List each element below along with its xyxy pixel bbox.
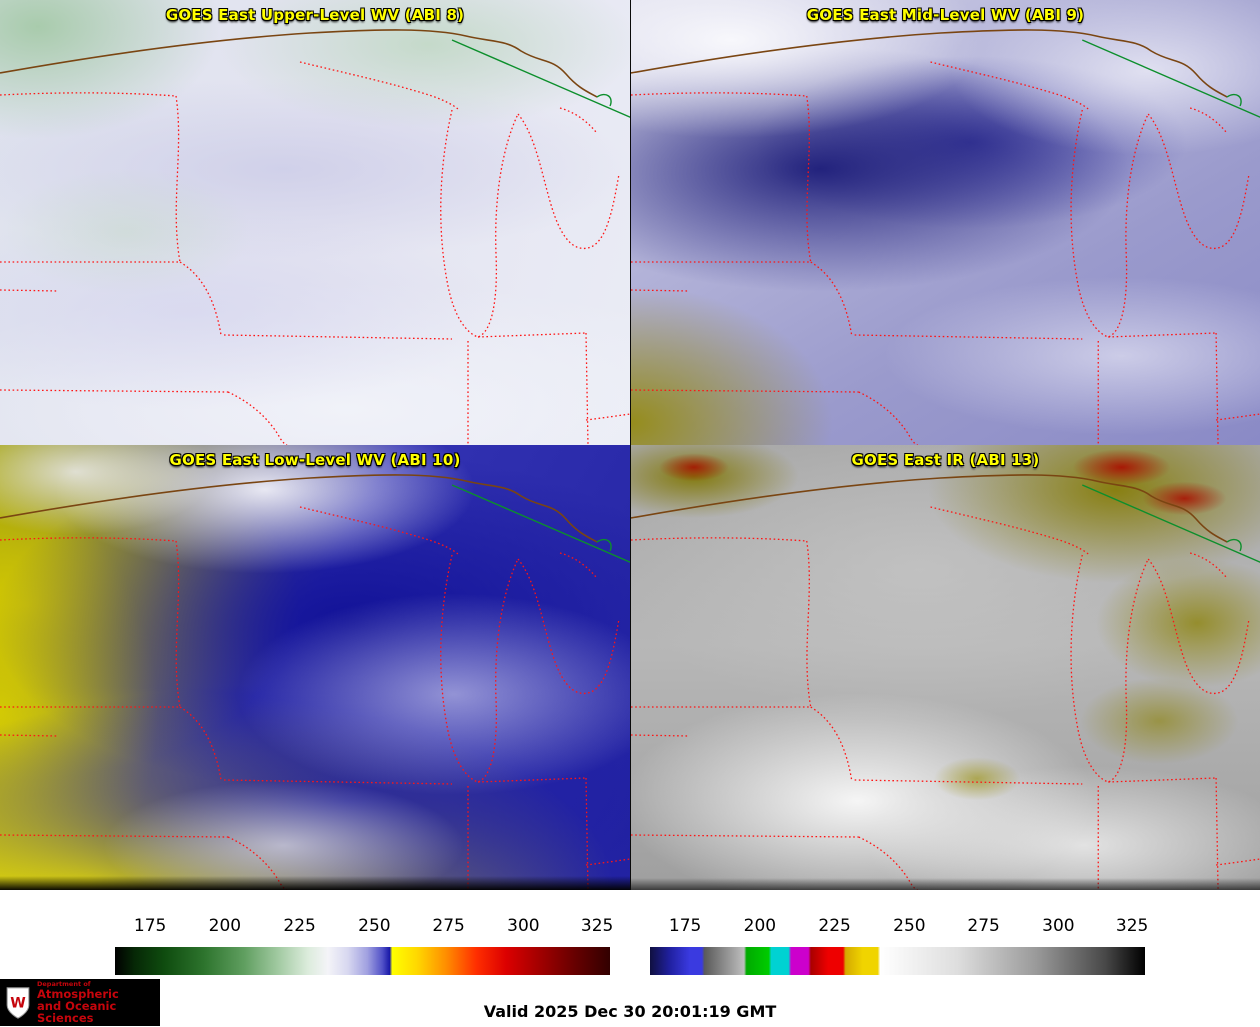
colorbar-tick: 225	[818, 916, 851, 936]
ir-colorbar-ticks: 175 200 225 250 275 300 325	[650, 916, 1149, 938]
colorbar-tick: 300	[507, 916, 540, 936]
satellite-panel-grid: GOES East Upper-Level WV (ABI 8) GOES Ea…	[0, 0, 1260, 890]
colorbar-tick: 300	[1042, 916, 1075, 936]
colorbar-tick: 275	[967, 916, 1000, 936]
panel-title: GOES East Low-Level WV (ABI 10)	[169, 451, 461, 469]
panel-mid-level-wv: GOES East Mid-Level WV (ABI 9)	[630, 0, 1260, 445]
wv-colorbar	[115, 947, 610, 975]
uw-aos-logo: W Department of Atmospheric and Oceanic …	[0, 979, 160, 1026]
state-borders-overlay	[631, 474, 1260, 890]
panel-title: GOES East Upper-Level WV (ABI 8)	[165, 6, 465, 24]
colorbar-tick: 325	[1115, 916, 1149, 936]
logo-name-line-1: Atmospheric	[37, 986, 119, 1001]
colorbar-tick: 275	[432, 916, 465, 936]
logo-name-line-2: and Oceanic Sciences	[37, 998, 117, 1025]
ir-colorbar	[650, 947, 1145, 975]
logo-text: Department of Atmospheric and Oceanic Sc…	[37, 981, 160, 1024]
uw-crest-icon: W	[6, 986, 30, 1019]
state-borders-overlay	[0, 29, 630, 445]
colorbar-tick: 175	[133, 916, 167, 936]
colorbar-tick: 225	[283, 916, 316, 936]
colorbar-tick: 325	[580, 916, 614, 936]
panel-title: GOES East Mid-Level WV (ABI 9)	[806, 6, 1085, 24]
colorbar-tick: 250	[893, 916, 926, 936]
colorbar-tick: 250	[358, 916, 391, 936]
panel-low-level-wv: GOES East Low-Level WV (ABI 10)	[0, 445, 630, 890]
footer: 175 200 225 250 275 300 325 175 200 225 …	[0, 890, 1260, 1027]
state-borders-overlay	[0, 474, 630, 890]
crest-letter: W	[10, 995, 26, 1011]
panel-ir: GOES East IR (ABI 13)	[630, 445, 1260, 890]
valid-timestamp: Valid 2025 Dec 30 20:01:19 GMT	[483, 1002, 777, 1021]
panel-upper-level-wv: GOES East Upper-Level WV (ABI 8)	[0, 0, 630, 445]
wv-colorbar-ticks: 175 200 225 250 275 300 325	[115, 916, 614, 938]
ir-colorbar-block: 175 200 225 250 275 300 325	[650, 890, 1149, 980]
logo-dept-line: Department of	[37, 980, 91, 988]
colorbar-tick: 175	[668, 916, 702, 936]
panel-title: GOES East IR (ABI 13)	[851, 451, 1040, 469]
state-borders-overlay	[631, 29, 1260, 445]
wv-colorbar-block: 175 200 225 250 275 300 325	[115, 890, 614, 980]
colorbar-tick: 200	[743, 916, 777, 936]
colorbar-tick: 200	[208, 916, 242, 936]
